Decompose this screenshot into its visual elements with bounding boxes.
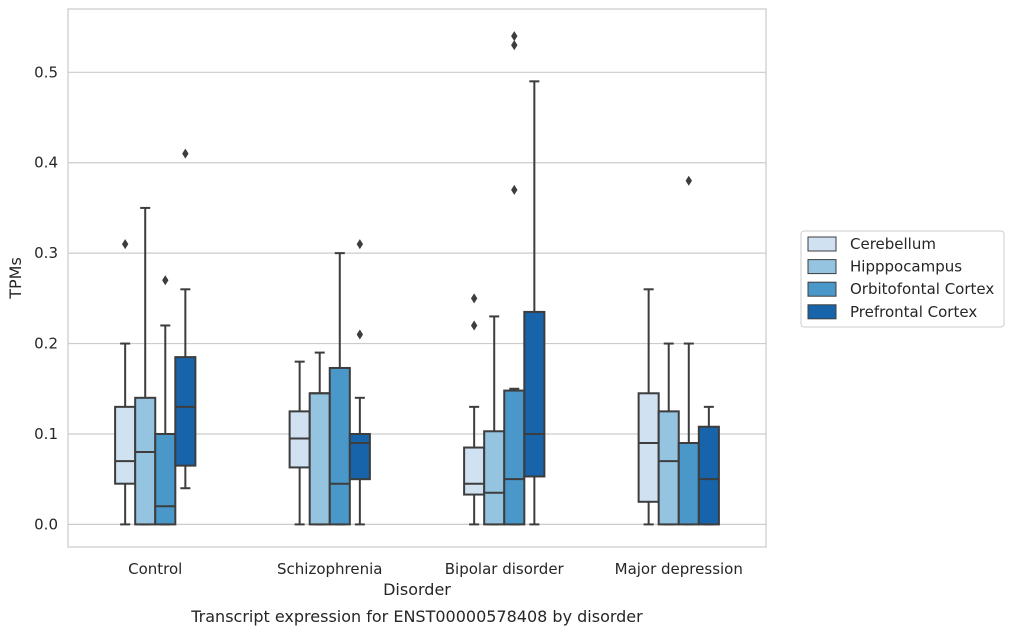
box-hipppocampus [134,206,157,526]
legend-label: Cerebellum [850,235,936,253]
y-tick-label: 0.1 [34,425,58,443]
outlier-point [470,293,478,304]
y-tick-label: 0.0 [34,515,58,533]
legend-swatch [807,304,837,320]
plot-frame [67,8,767,548]
x-tick-label: Bipolar disorder [445,560,565,578]
figure-caption: Transcript expression for ENST0000057840… [190,607,643,626]
outlier-point [511,31,518,42]
outlier-point [511,40,518,51]
box-iqr [483,430,506,526]
box-hipppocampus [657,342,680,526]
outlier-point [356,329,364,340]
y-axis-title: TPMs [6,257,25,300]
legend-label: Prefrontal Cortex [850,303,977,321]
x-axis-title: Disorder [383,580,451,599]
box-orbitofontal-cortex [503,31,526,526]
y-tick-label: 0.3 [34,244,58,262]
outlier-point [121,239,129,250]
box-cerebellum [288,360,311,526]
box-cerebellum [463,293,486,526]
outlier-point [470,320,478,331]
box-iqr [523,310,546,478]
box-prefrontal-cortex [174,148,197,490]
box-iqr [463,446,486,496]
outlier-point [685,175,692,186]
y-tick-label: 0.2 [34,335,58,353]
legend-label: Orbitofontal Cortex [850,280,994,298]
box-iqr [637,392,660,503]
box-prefrontal-cortex [523,80,546,526]
plot-area-boxes [114,31,720,526]
box-orbitofontal-cortex [677,175,700,526]
box-iqr [114,405,137,485]
box-cerebellum [114,239,137,526]
outlier-point [162,275,169,286]
x-tick-label: Schizophrenia [277,560,382,578]
box-iqr [697,425,720,526]
x-tick-label: Control [128,560,182,578]
box-orbitofontal-cortex [154,275,177,526]
box-hipppocampus [483,315,506,526]
legend-swatch [807,236,837,252]
box-iqr [677,442,700,526]
box-prefrontal-cortex [348,239,371,526]
box-iqr [328,366,351,526]
box-iqr [657,410,680,526]
box-hipppocampus [308,351,331,526]
x-tick-labels: Control Schizophrenia Bipolar disorder Majo… [128,560,743,578]
outlier-point [182,148,189,159]
box-orbitofontal-cortex [328,252,351,526]
legend-label: Hipppocampus [850,258,962,276]
y-tick-labels: 0.0 0.1 0.2 0.3 0.4 0.5 [34,63,58,533]
x-tick-label: Major depression [615,560,743,578]
box-cerebellum [637,288,660,526]
box-iqr [348,432,371,481]
box-prefrontal-cortex [697,405,720,526]
outlier-point [511,184,518,195]
box-iqr [308,392,331,526]
legend-swatch [807,281,837,297]
legend-swatch [807,259,837,275]
y-tick-label: 0.4 [34,154,58,172]
box-iqr [174,356,197,467]
box-iqr [154,432,177,526]
legend: Cerebellum Hipppocampus Orbitofontal Corte… [800,230,1005,328]
box-iqr [503,389,526,526]
outlier-point [356,239,364,250]
legend-frame [800,230,1005,328]
box-iqr [134,396,157,526]
y-tick-label: 0.5 [34,63,58,81]
